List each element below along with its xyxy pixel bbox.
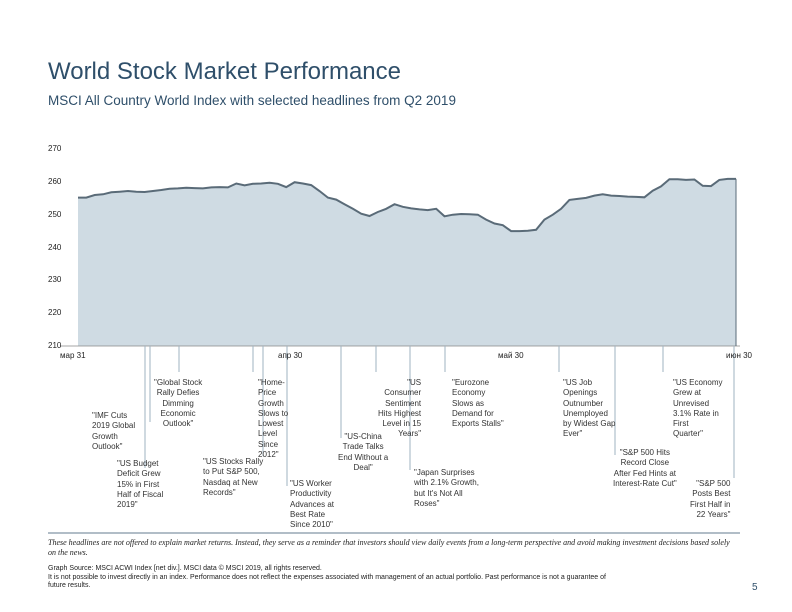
- page-number: 5: [752, 582, 758, 593]
- headline-job: "US Job Openings Outnumber Unemployed by…: [563, 378, 616, 439]
- source-line-1: Graph Source: MSCI ACWI Index [net div.]…: [48, 565, 322, 572]
- y-tick-label: 270: [48, 144, 62, 153]
- headline-consumer: "US Consumer Sentiment Hits Highest Leve…: [378, 378, 422, 439]
- source-note: Graph Source: MSCI ACWI Index [net div.]…: [48, 565, 606, 591]
- headline-economy-grew: "US Economy Grew at Unrevised 3.1% Rate …: [673, 378, 723, 439]
- index-line: [78, 177, 736, 233]
- y-tick-label: 220: [48, 308, 62, 318]
- y-tick-label: 250: [48, 209, 62, 219]
- x-tick-label: июн 30: [726, 351, 753, 360]
- headline-china: "US-China Trade Talks End Without a Deal…: [338, 432, 389, 472]
- page-subtitle: MSCI All Country World Index with select…: [48, 93, 456, 108]
- y-tick-label: 240: [48, 242, 62, 252]
- source-line-2: It is not possible to invest directly in…: [48, 573, 606, 581]
- headline-sp-best: "S&P 500 Posts Best First Half in 22 Yea…: [690, 479, 731, 519]
- headline-budget: "US Budget Deficit Grew 15% in First Hal…: [117, 459, 164, 510]
- headline-global-rally: "Global Stock Rally Defies Dimming Econo…: [154, 378, 203, 429]
- index-area: [78, 178, 736, 346]
- x-tick-label: мар 31: [60, 351, 86, 360]
- headline-japan: "Japan Surprises with 2.1% Growth, but I…: [414, 468, 479, 508]
- disclaimer-note: These headlines are not offered to expla…: [48, 538, 730, 557]
- headline-imf: "IMF Cuts 2019 Global Growth Outlook": [92, 411, 136, 451]
- source-line-3: future results.: [48, 582, 91, 590]
- headline-home-price: "Home- Price Growth Slows to Lowest Leve…: [258, 378, 289, 460]
- y-tick-label: 230: [48, 275, 62, 285]
- headline-sp-hits: "S&P 500 Hits Record Close After Fed Hin…: [613, 448, 677, 488]
- headline-eurozone: "Eurozone Economy Slows as Demand for Ex…: [452, 378, 504, 429]
- page-title: World Stock Market Performance: [48, 58, 402, 85]
- x-tick-label: май 30: [498, 351, 524, 360]
- y-tick-label: 260: [48, 176, 62, 186]
- headline-stocks-rally: "US Stocks Rally to Put S&P 500, Nasdaq …: [203, 457, 264, 497]
- y-tick-label: 210: [48, 341, 62, 350]
- headline-worker: "US Worker Productivity Advances at Best…: [290, 479, 335, 530]
- x-tick-label: апр 30: [278, 351, 303, 360]
